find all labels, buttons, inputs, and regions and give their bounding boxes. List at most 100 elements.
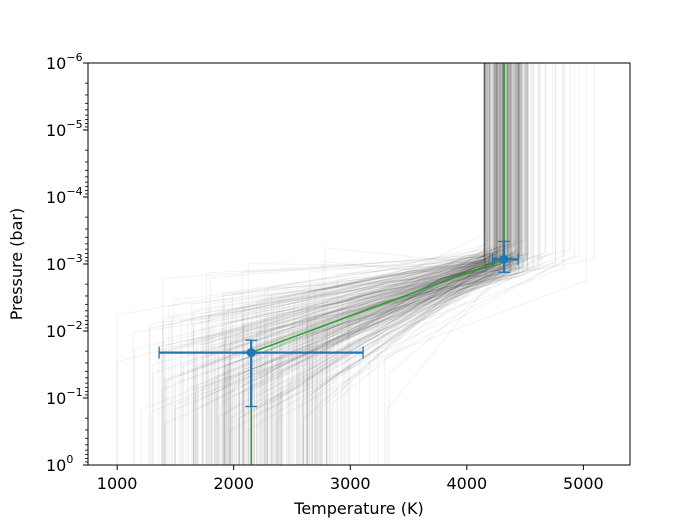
sample-profile-line: [306, 63, 485, 465]
sample-profile-line: [242, 63, 502, 465]
sample-profile-line: [306, 63, 485, 465]
sample-profile-line: [231, 63, 503, 465]
sample-profile-line: [315, 63, 485, 465]
sample-profile-line: [306, 63, 528, 465]
sample-profile-line: [326, 63, 541, 465]
sample-profile-line: [252, 63, 503, 465]
sample-profile-line: [311, 63, 514, 465]
sample-profile-line: [248, 63, 553, 465]
sample-profile-line: [328, 63, 517, 465]
sample-profile-line: [277, 63, 498, 465]
sample-profile-line: [230, 63, 504, 465]
sample-profile-line: [267, 63, 508, 465]
sample-profile-line: [191, 63, 499, 465]
sample-profile-line: [305, 63, 485, 465]
sample-profile-line: [303, 63, 520, 465]
sample-profile-line: [174, 63, 517, 465]
sample-profile-line: [264, 63, 512, 465]
sample-profile-line: [200, 63, 485, 465]
sample-profile-line: [302, 63, 488, 465]
sample-profile-line: [170, 63, 501, 465]
sample-profile-line: [227, 63, 508, 465]
sample-profile-line: [275, 63, 521, 465]
sample-profile-line: [297, 63, 519, 465]
sample-profile-line: [302, 63, 497, 465]
sample-profile-line: [237, 63, 509, 465]
sample-profile-line: [201, 63, 539, 465]
sample-profile-line: [223, 63, 504, 465]
sample-profile-line: [225, 63, 511, 465]
sample-profile-line: [321, 63, 501, 465]
sample-profile-line: [263, 63, 485, 465]
sample-profile-line: [205, 63, 521, 465]
sample-profile-line: [152, 63, 496, 465]
sample-profile-line: [270, 63, 508, 465]
sample-profile-line: [306, 63, 520, 465]
sample-profile-line: [271, 63, 489, 465]
sample-profile-line: [217, 63, 522, 465]
sample-profile-line: [248, 63, 529, 465]
sample-profile-line: [258, 63, 497, 465]
sample-profile-line: [223, 63, 485, 465]
sample-profile-line: [161, 63, 485, 465]
sample-profile-line: [241, 63, 491, 465]
x-tick-label: 3000: [330, 474, 371, 493]
sample-profile-line: [133, 63, 506, 465]
sample-profile-line: [165, 63, 497, 465]
sample-profile-line: [243, 63, 497, 465]
x-tick-label: 1000: [97, 474, 138, 493]
sample-profile-line: [224, 63, 509, 465]
sample-profile-line: [132, 63, 516, 465]
x-tick-label: 4000: [446, 474, 487, 493]
sample-profile-line: [359, 63, 514, 465]
sample-profile-line: [163, 63, 513, 465]
sample-profile-line: [209, 63, 520, 465]
sample-profile-line: [324, 63, 529, 465]
sample-profile-line: [162, 63, 501, 465]
best-fit-profile-line: [250, 63, 505, 465]
sample-profile-line: [266, 63, 498, 465]
sample-profile-line: [230, 63, 509, 465]
sample-profile-line: [316, 63, 511, 465]
sample-profile-line: [314, 63, 517, 465]
sample-profile-line: [192, 63, 515, 465]
sample-profile-line: [305, 63, 498, 465]
sample-profile-line: [161, 63, 504, 465]
sample-profile-line: [288, 63, 485, 465]
sample-profile-line: [281, 63, 497, 465]
sample-profile-line: [296, 63, 534, 465]
sample-profile-line: [260, 63, 504, 465]
best-fit-profile-layer: [250, 63, 505, 465]
node-marker: [246, 348, 256, 358]
sample-profile-line: [277, 63, 520, 465]
sample-profile-line: [183, 63, 485, 465]
sample-profile-line: [116, 63, 499, 465]
sample-profile-line: [219, 63, 526, 465]
y-axis: 100 10−1 10−2 10−3 10−4 10−5 10−6: [46, 51, 88, 475]
sample-profile-line: [246, 63, 487, 465]
sample-profile-line: [256, 63, 526, 465]
sample-profile-line: [286, 63, 501, 465]
sample-profile-line: [299, 63, 506, 465]
sample-profile-line: [308, 63, 521, 465]
sample-profile-line: [307, 63, 497, 465]
sample-profile-line: [216, 63, 522, 465]
y-tick-label: 10−1: [46, 386, 83, 408]
sample-profile-line: [296, 63, 504, 465]
sample-profile-line: [298, 63, 504, 465]
sample-profile-line: [269, 63, 509, 465]
sample-profile-line: [343, 63, 497, 465]
sample-profile-line: [149, 63, 494, 465]
sample-profile-line: [331, 63, 521, 465]
sample-profile-line: [223, 63, 532, 465]
sample-profile-line: [194, 63, 508, 465]
sample-profile-line: [275, 63, 487, 465]
sample-profile-line: [168, 63, 523, 465]
sample-profile-line: [325, 63, 494, 465]
sample-profile-line: [202, 63, 486, 465]
y-tick-label: 100: [46, 453, 73, 475]
sample-profile-line: [302, 63, 530, 465]
sample-profile-line: [247, 63, 520, 465]
sample-profile-line: [341, 63, 485, 465]
